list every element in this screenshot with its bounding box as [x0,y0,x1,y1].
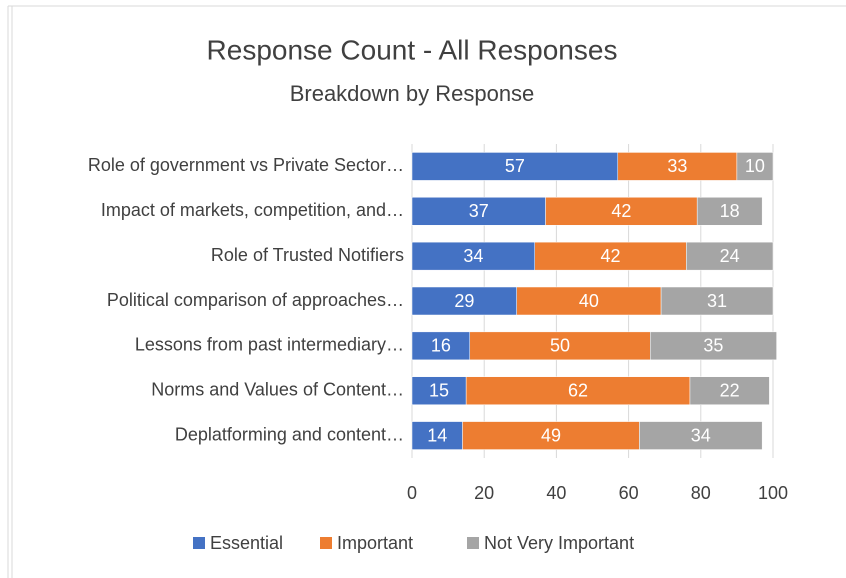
data-label: 15 [429,380,449,400]
data-label: 10 [745,156,765,176]
bar-segment [617,152,738,181]
legend-swatch [467,537,479,549]
bar-segment [516,286,662,316]
x-tick-label: 100 [758,483,788,503]
bar-segment [689,376,770,405]
data-label: 22 [720,380,740,400]
data-label: 16 [431,336,451,356]
bar-segment [534,241,687,271]
data-label: 24 [720,246,740,266]
bar-segment [465,376,691,405]
y-tick-label: Impact of markets, competition, and… [101,200,404,220]
legend-swatch [320,537,332,549]
data-label: 34 [463,246,483,266]
data-label: 37 [469,201,489,221]
bar-segment [411,241,535,271]
x-tick-label: 0 [407,483,417,503]
chart-title: Response Count - All Responses [207,34,618,65]
bar-segment [545,197,698,226]
y-tick-label: Deplatforming and content… [175,424,404,444]
chart-subtitle: Breakdown by Response [290,81,535,106]
bar-segment [411,197,546,226]
x-tick-label: 60 [619,483,639,503]
y-tick-label: Role of government vs Private Sector… [88,155,404,175]
data-label: 49 [541,425,561,445]
data-label: 29 [454,291,474,311]
bar-segment [696,197,763,226]
data-label: 31 [707,291,727,311]
data-label: 42 [611,201,631,221]
bar-segment [411,152,619,181]
data-label: 18 [720,201,740,221]
legend-swatch [193,537,205,549]
x-tick-label: 80 [691,483,711,503]
data-label: 34 [691,425,711,445]
bar-segment [469,331,651,361]
data-label: 57 [505,156,525,176]
bar-segment [736,152,774,181]
bar-segment [639,421,763,450]
data-label: 42 [601,246,621,266]
bar-segment [462,421,640,450]
legend-label: Essential [210,533,283,553]
data-label: 50 [550,336,570,356]
data-label: 62 [568,380,588,400]
x-tick-label: 20 [474,483,494,503]
bar-segment [686,241,774,271]
y-tick-label: Political comparison of approaches… [107,290,404,310]
y-tick-label: Role of Trusted Notifiers [211,245,404,265]
bar-segment [411,286,517,316]
bar-segment [650,331,777,361]
y-tick-label: Lessons from past intermediary… [135,335,404,355]
bar-segment [660,286,774,316]
y-tick-label: Norms and Values of Content… [151,379,404,399]
x-tick-label: 40 [546,483,566,503]
data-label: 35 [703,336,723,356]
legend-label: Not Very Important [484,533,634,553]
data-label: 33 [667,156,687,176]
data-label: 14 [427,425,447,445]
bar-segment [411,376,467,405]
data-label: 40 [579,291,599,311]
legend-label: Important [337,533,413,553]
bar-segment [411,331,471,361]
